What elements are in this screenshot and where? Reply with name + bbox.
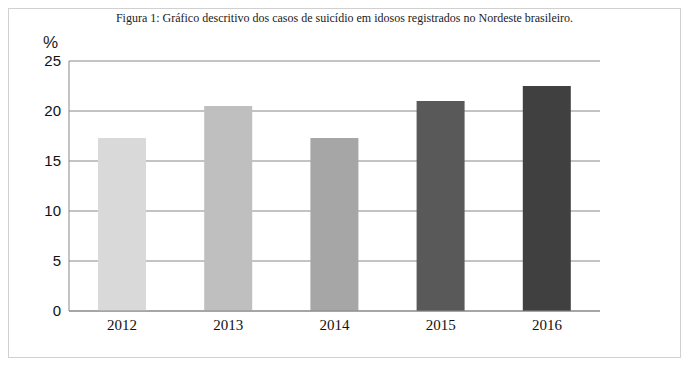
svg-text:0: 0 [53,302,61,319]
svg-text:2013: 2013 [213,317,243,333]
svg-text:2016: 2016 [532,317,563,333]
svg-text:10: 10 [44,202,61,219]
svg-text:2014: 2014 [320,317,351,333]
html-text:Figura 1: Gráfico descritivo d: Figura 1: Gráfico descritivo dos casos d… [115,11,574,25]
svg-text:5: 5 [53,252,61,269]
svg-text:25: 25 [44,52,61,69]
svg-text:15: 15 [44,152,61,169]
svg-text:2012: 2012 [107,317,137,333]
svg-text:20: 20 [44,102,61,119]
svg-text:2015: 2015 [426,317,456,333]
